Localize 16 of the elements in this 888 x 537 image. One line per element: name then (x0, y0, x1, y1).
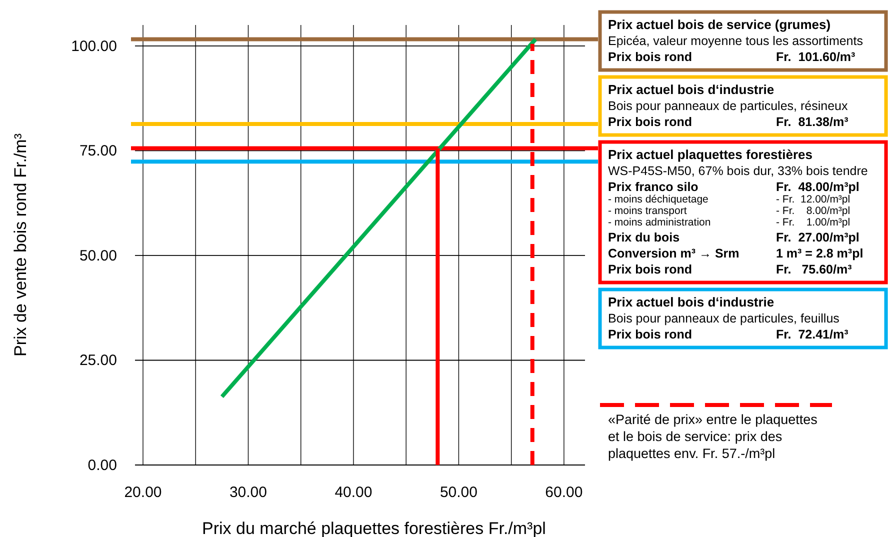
y-tick-label: 75.00 (79, 142, 117, 160)
legend-label: «Parité de prix» entre le plaquettes et le bois de service: prix des plaquettes env. Fr. 57.-/m³pl (608, 412, 818, 461)
y-tick-label: 0.00 (88, 457, 117, 474)
x-tick-label: 30.00 (229, 484, 268, 501)
x-tick-label: 60.00 (545, 484, 583, 501)
x-tick-label: 40.00 (334, 484, 372, 501)
y-axis-title: Prix de vente bois rond Fr./m³ (11, 133, 30, 356)
y-tick-label: 50.00 (79, 247, 117, 264)
y-tick-label: 100.00 (71, 38, 117, 55)
text: Prix actuel plaquettes forestières WS-P45S-M50, 67% bois dur, 33% bois tendre Prix franco silo Fr. 48.00/m³pl - moins déchiquetage - Fr. 12.00/m³pl - moins transport - Fr. 8.00/m³pl - moins administration - Fr. 1.00/m³pl Prix du bois Fr. 27.00/m³pl Conversion m³ → Srm 1 m³ = 2.8 m³pl Prix bois rond Fr. 75.60/m³ (608, 147, 868, 276)
text: Prix actuel bois d‘industrie Bois pour panneaux de particules, feuillus Prix bois rond Fr. 72.41/m³ (608, 294, 848, 342)
x-tick-label: 20.00 (124, 484, 162, 501)
text: Prix actuel bois d‘industrie Bois pour panneaux de particules, résineux Prix bois rond Fr. 81.38/m³ (608, 82, 848, 129)
y-tick-label: 25.00 (79, 352, 117, 370)
x-tick-label: 50.00 (440, 484, 478, 501)
text: Prix actuel bois de service (grumes) Epicéa, valeur moyenne tous les assortiments Prix bois rond Fr. 101.60/m³ (608, 17, 863, 64)
